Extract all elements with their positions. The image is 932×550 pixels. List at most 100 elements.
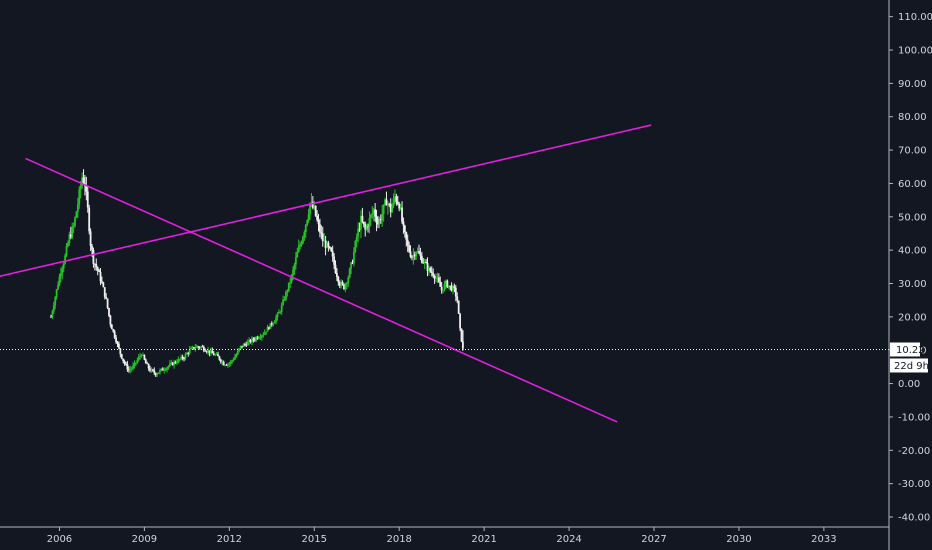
candle-body bbox=[225, 364, 228, 366]
candle-body bbox=[319, 224, 321, 233]
candle-body bbox=[184, 354, 187, 359]
candle-body bbox=[408, 245, 411, 252]
candle-body bbox=[345, 283, 348, 285]
last-price-label: 10.22 bbox=[896, 345, 925, 356]
candle-body bbox=[109, 315, 112, 325]
candle-body bbox=[159, 370, 161, 373]
candle-body bbox=[79, 185, 82, 190]
candle-body bbox=[211, 350, 214, 354]
candle-body bbox=[245, 344, 248, 346]
candle-body bbox=[378, 218, 381, 225]
candle-body bbox=[286, 290, 289, 292]
candle-body bbox=[268, 327, 270, 329]
candle-body bbox=[54, 297, 57, 306]
time-tick-label: 2006 bbox=[47, 534, 72, 545]
candle-body bbox=[258, 337, 260, 339]
price-tick-label: -40.00 bbox=[898, 512, 930, 523]
candle-body bbox=[303, 232, 306, 237]
candle-body bbox=[375, 216, 378, 223]
price-tick-label: 80.00 bbox=[898, 112, 927, 123]
candle-body bbox=[65, 246, 68, 256]
candle-body bbox=[382, 204, 385, 214]
candle-body bbox=[389, 204, 392, 213]
candle-body bbox=[277, 311, 280, 314]
candle-body bbox=[253, 339, 256, 341]
time-tick-label: 2009 bbox=[132, 534, 157, 545]
candle-body bbox=[142, 354, 144, 356]
candle-body bbox=[330, 247, 333, 252]
candle-body bbox=[377, 222, 379, 225]
candle-body bbox=[154, 373, 157, 376]
candle-body bbox=[432, 272, 435, 276]
candle-body bbox=[249, 340, 252, 343]
candle-body bbox=[364, 224, 367, 230]
candle-body bbox=[365, 226, 368, 230]
candle-body bbox=[174, 361, 177, 363]
candle-body bbox=[456, 296, 459, 301]
time-tick-label: 2033 bbox=[811, 534, 836, 545]
candle-body bbox=[82, 177, 85, 184]
candle-body bbox=[340, 282, 343, 286]
candle-body bbox=[457, 300, 460, 314]
price-tick-label: -20.00 bbox=[898, 446, 930, 457]
candle-body bbox=[248, 340, 251, 342]
candle-body bbox=[137, 357, 140, 361]
candle-body bbox=[59, 273, 62, 277]
candle-body bbox=[127, 369, 130, 371]
candle-body bbox=[202, 347, 205, 351]
candle-body bbox=[422, 262, 425, 264]
time-tick-label: 2021 bbox=[471, 534, 496, 545]
candle-body bbox=[164, 369, 167, 371]
candle-body bbox=[259, 337, 262, 338]
plot-area[interactable] bbox=[0, 124, 889, 423]
candle-body bbox=[433, 275, 436, 279]
candle-body bbox=[435, 278, 437, 279]
price-tick-label: -10.00 bbox=[898, 412, 930, 423]
candle-body bbox=[415, 252, 418, 257]
time-axis[interactable]: 2006 2009 2012 2015 2018 2021 2024 2027 2030 2033 bbox=[47, 527, 837, 545]
ascending-trendline[interactable] bbox=[0, 124, 652, 278]
candle-body bbox=[324, 240, 327, 248]
candle-body bbox=[283, 299, 286, 301]
candle-body bbox=[347, 277, 350, 284]
candle-body bbox=[215, 354, 218, 356]
candle-body bbox=[381, 213, 384, 221]
candle-body bbox=[151, 369, 154, 371]
candle-body bbox=[442, 290, 444, 292]
descending-trendline[interactable] bbox=[25, 157, 618, 423]
candle-body bbox=[68, 234, 71, 244]
candle-body bbox=[134, 362, 137, 364]
countdown-tag: 22d 9h bbox=[890, 358, 929, 373]
candle-body bbox=[384, 199, 386, 205]
candle-body bbox=[306, 220, 309, 226]
candle-body bbox=[170, 362, 173, 364]
candle-body bbox=[454, 287, 457, 297]
candle-body bbox=[320, 232, 323, 234]
candle-body bbox=[217, 354, 219, 357]
price-tick-label: 20.00 bbox=[898, 312, 927, 323]
candle-body bbox=[337, 277, 340, 283]
candle-body bbox=[195, 346, 198, 348]
time-tick-label: 2030 bbox=[726, 534, 751, 545]
candle-body bbox=[439, 281, 442, 287]
price-tick-label: 110.00 bbox=[898, 12, 932, 23]
candle-body bbox=[270, 323, 273, 325]
candle-body bbox=[331, 251, 334, 257]
candle-body bbox=[379, 218, 382, 221]
time-tick-label: 2027 bbox=[641, 534, 666, 545]
candle-body bbox=[260, 335, 263, 338]
candle-body bbox=[316, 215, 318, 220]
candle-body bbox=[218, 356, 221, 360]
candle-body bbox=[302, 236, 304, 244]
candle-body bbox=[374, 209, 377, 217]
candle-body bbox=[125, 363, 127, 365]
candle-body bbox=[205, 351, 208, 353]
candle-body bbox=[328, 246, 331, 248]
candle-body bbox=[120, 354, 123, 359]
candle-body bbox=[197, 346, 200, 348]
candle-body bbox=[314, 205, 317, 216]
candle-body bbox=[136, 360, 139, 363]
candle-body bbox=[50, 316, 52, 318]
candle-body bbox=[269, 323, 272, 329]
